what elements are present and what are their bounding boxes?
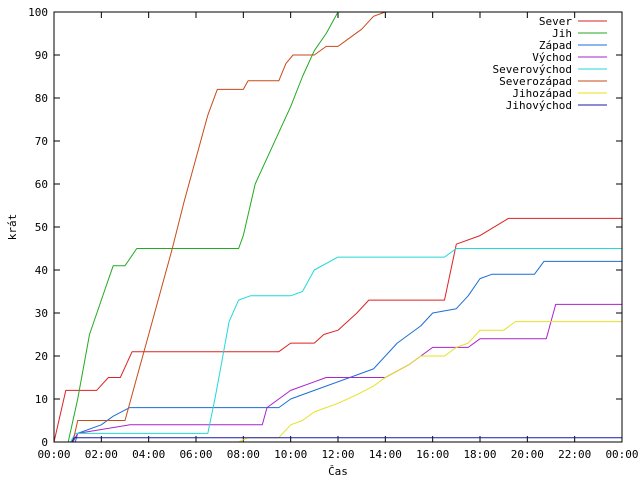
- y-tick-label: 0: [41, 436, 48, 449]
- x-tick-label: 16:00: [416, 448, 449, 461]
- legend-label: Jihozápad: [512, 87, 572, 100]
- series-line-7: [71, 437, 622, 443]
- x-tick-label: 06:00: [179, 448, 212, 461]
- legend-label: Severozápad: [499, 75, 572, 88]
- legend-label: Západ: [539, 39, 572, 52]
- series-line-6: [238, 321, 622, 443]
- y-tick-label: 80: [35, 92, 48, 105]
- series-line-2: [74, 260, 622, 443]
- y-tick-label: 100: [28, 6, 48, 19]
- legend-label: Sever: [539, 15, 572, 28]
- x-tick-label: 00:00: [37, 448, 70, 461]
- y-tick-label: 70: [35, 135, 48, 148]
- x-tick-label: 14:00: [369, 448, 402, 461]
- series-line-5: [72, 11, 386, 443]
- y-tick-label: 50: [35, 221, 48, 234]
- x-tick-label: 18:00: [463, 448, 496, 461]
- x-tick-label: 00:00: [605, 448, 638, 461]
- axis-ticks: 0 10 20 30 40 50 60 70 80 90 100 00:00 02:00 04:00 06:…: [28, 6, 638, 461]
- legend-label: Severovýchod: [493, 63, 572, 76]
- x-tick-label: 08:00: [227, 448, 260, 461]
- y-tick-label: 10: [35, 393, 48, 406]
- x-tick-label: 10:00: [274, 448, 307, 461]
- x-tick-label: 12:00: [321, 448, 354, 461]
- y-tick-label: 60: [35, 178, 48, 191]
- y-axis-label: krát: [6, 214, 19, 241]
- x-tick-label: 20:00: [511, 448, 544, 461]
- series-line-4: [70, 248, 622, 443]
- legend-label: Východ: [532, 51, 572, 64]
- x-tick-label: 02:00: [85, 448, 118, 461]
- plot-series: [53, 11, 622, 443]
- y-tick-label: 40: [35, 264, 48, 277]
- x-tick-label: 22:00: [558, 448, 591, 461]
- legend-label: Jih: [552, 27, 572, 40]
- plot-frame: [53, 11, 623, 443]
- legend-label: Jihovýchod: [506, 99, 572, 112]
- legend: SeverJihZápadVýchodSeverovýchodSeverozáp…: [493, 15, 607, 112]
- series-line-3: [72, 303, 622, 443]
- y-tick-label: 30: [35, 307, 48, 320]
- series-line-0: [53, 217, 622, 443]
- x-tick-label: 04:00: [132, 448, 165, 461]
- y-tick-label: 90: [35, 49, 48, 62]
- y-tick-label: 20: [35, 350, 48, 363]
- x-axis-label: Čas: [328, 465, 348, 478]
- series-line-1: [67, 11, 339, 443]
